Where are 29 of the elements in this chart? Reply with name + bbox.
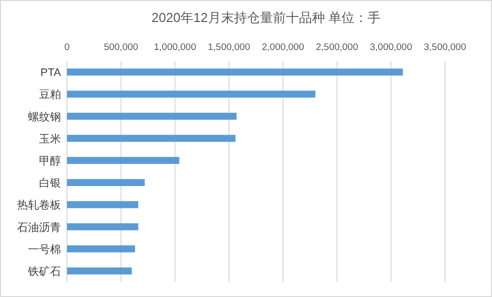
x-tick-label: 1,000,000 [154, 42, 196, 53]
bar [67, 245, 136, 252]
x-tick-label: 2,500,000 [316, 42, 358, 53]
chart-title: 2020年12月末持仓量前十品种 单位：手 [152, 10, 380, 25]
x-tick-label: 3,500,000 [424, 42, 466, 53]
y-tick-label: 白银 [39, 178, 61, 190]
x-tick-label: 0 [64, 42, 70, 53]
bar [67, 223, 138, 230]
y-tick-label: 热轧卷板 [17, 200, 61, 212]
y-tick-label: 玉米 [39, 132, 61, 146]
x-tick-label: 3,000,000 [370, 42, 412, 53]
x-tick-label: 1,500,000 [208, 42, 250, 53]
y-tick-label: 石油沥青 [17, 220, 61, 234]
y-tick-label: 铁矿石 [27, 264, 61, 278]
y-tick-label: 一号棉 [28, 244, 61, 256]
bar [67, 267, 132, 274]
y-tick-label: 甲醇 [39, 154, 61, 168]
bar [67, 68, 403, 76]
bar [67, 201, 138, 208]
y-tick-label: 豆粕 [39, 89, 61, 102]
y-tick-label: PTA [40, 67, 62, 80]
bar [67, 112, 237, 120]
bar [67, 134, 236, 142]
bar [67, 156, 180, 164]
y-tick-label: 螺纹钢 [28, 110, 61, 124]
bar [67, 179, 145, 186]
x-tick-label: 500,000 [104, 42, 138, 53]
bar [67, 90, 316, 98]
x-tick-label: 2,000,000 [262, 42, 304, 53]
